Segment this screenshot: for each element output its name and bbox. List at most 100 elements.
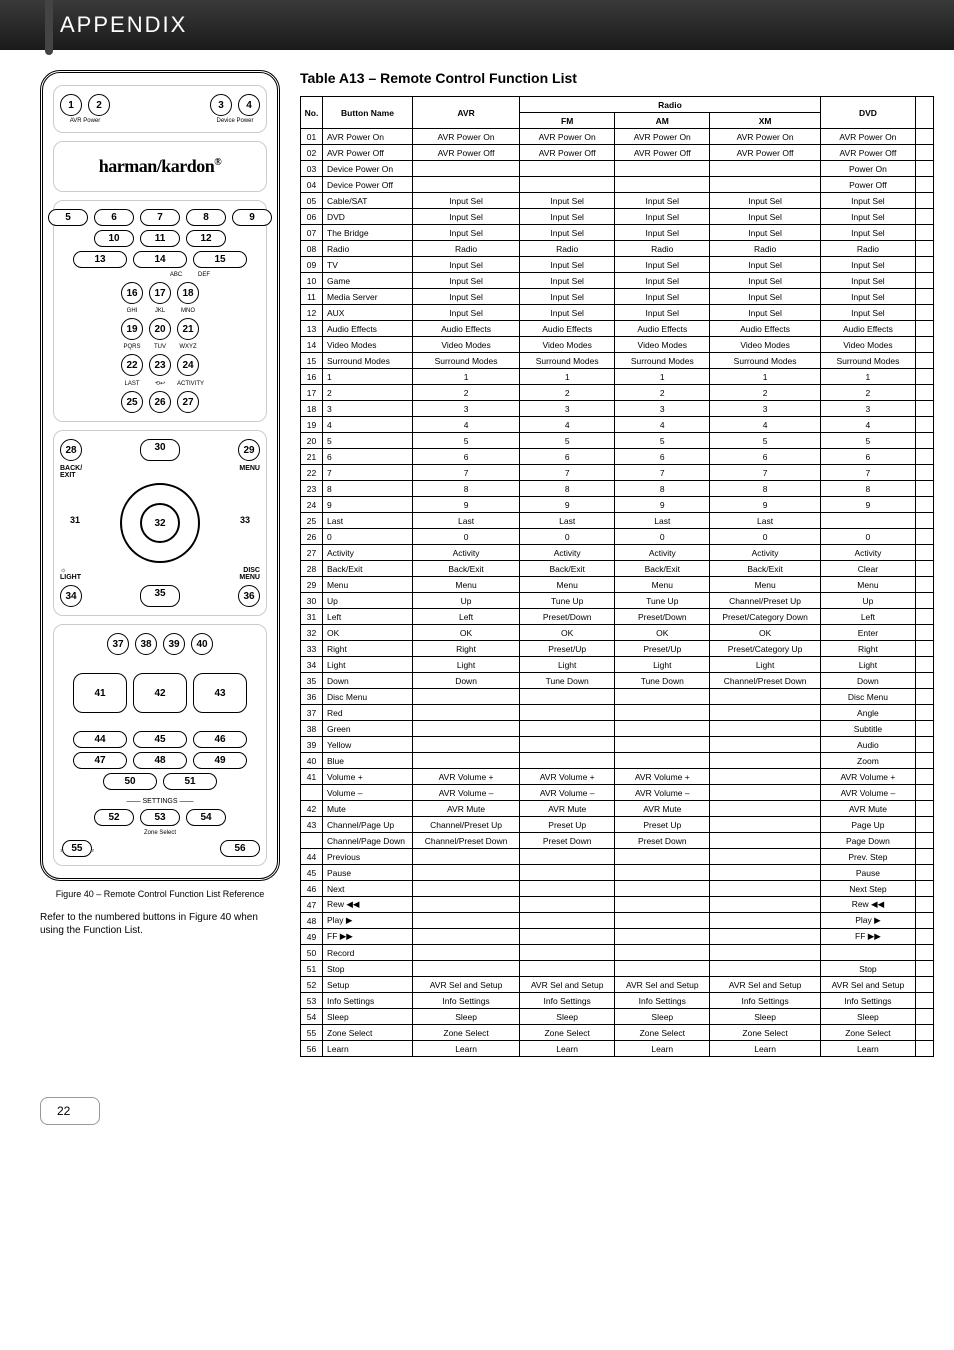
btn-35: 35 [140, 585, 180, 607]
table-cell: 23 [301, 481, 323, 497]
table-row: 01AVR Power OnAVR Power OnAVR Power OnAV… [301, 129, 934, 145]
table-cell [710, 785, 821, 801]
btn-31: 31 [70, 515, 80, 525]
table-cell: 51 [301, 961, 323, 977]
table-cell: Setup [323, 977, 413, 993]
table-cell: Input Sel [413, 225, 520, 241]
table-cell: Play ▶ [820, 913, 915, 929]
btn-51: 51 [163, 773, 217, 790]
table-cell: 09 [301, 257, 323, 273]
table-cell: Input Sel [520, 305, 615, 321]
table-cell [710, 769, 821, 785]
table-cell: 11 [301, 289, 323, 305]
table-cell: Input Sel [710, 193, 821, 209]
table-row: 34LightLightLightLightLightLight [301, 657, 934, 673]
btn-18: 18 [177, 282, 199, 304]
table-cell: Disc Menu [323, 689, 413, 705]
table-cell: 7 [710, 465, 821, 481]
table-cell: Tune Up [520, 593, 615, 609]
table-cell: Left [820, 609, 915, 625]
table-cell: Yellow [323, 737, 413, 753]
source-section: 5 6 7 8 9 10 11 12 13 14 15 ABCDEF [53, 200, 267, 422]
table-cell: 4 [710, 417, 821, 433]
table-cell: Next Step [820, 881, 915, 897]
table-cell: 9 [520, 497, 615, 513]
table-cell: Channel/Preset Up [710, 593, 821, 609]
table-cell: Input Sel [520, 209, 615, 225]
table-cell: Surround Modes [710, 353, 821, 369]
table-cell: 0 [615, 529, 710, 545]
table-cell: 46 [301, 881, 323, 897]
table-cell: Input Sel [520, 289, 615, 305]
table-cell [710, 801, 821, 817]
table-cell [916, 993, 934, 1009]
table-cell: Preset Down [520, 833, 615, 849]
table-cell: 5 [520, 433, 615, 449]
table-cell: AVR Volume + [520, 769, 615, 785]
table-cell [916, 545, 934, 561]
btn-14: 14 [133, 251, 187, 268]
table-row: 53Info SettingsInfo SettingsInfo Setting… [301, 993, 934, 1009]
table-row: 03Device Power OnPower On [301, 161, 934, 177]
table-cell: Audio Effects [820, 321, 915, 337]
table-row: 38GreenSubtitle [301, 721, 934, 737]
table-cell [916, 593, 934, 609]
table-cell [710, 849, 821, 865]
table-cell: Zone Select [413, 1025, 520, 1041]
table-cell [916, 657, 934, 673]
table-cell: Input Sel [820, 257, 915, 273]
table-cell [916, 241, 934, 257]
table-cell [916, 481, 934, 497]
avr-power-label: AVR Power [70, 118, 101, 124]
table-cell: AVR Power On [323, 129, 413, 145]
table-cell: AVR Sel and Setup [615, 977, 710, 993]
table-cell: AVR Power On [710, 129, 821, 145]
table-cell: 1 [820, 369, 915, 385]
table-cell: 15 [301, 353, 323, 369]
table-row: 17222222 [301, 385, 934, 401]
table-cell [710, 721, 821, 737]
table-cell: 0 [820, 529, 915, 545]
table-cell [916, 561, 934, 577]
table-row: 08RadioRadioRadioRadioRadioRadio [301, 241, 934, 257]
table-cell: Page Down [820, 833, 915, 849]
table-cell: 1 [520, 369, 615, 385]
figure-note: Refer to the numbered buttons in Figure … [40, 911, 280, 937]
table-cell: Input Sel [413, 257, 520, 273]
table-cell: 6 [615, 449, 710, 465]
table-cell [615, 929, 710, 945]
table-cell [916, 1041, 934, 1057]
table-cell [615, 721, 710, 737]
table-cell: Input Sel [615, 305, 710, 321]
btn-24: 24 [177, 354, 199, 376]
table-cell [710, 753, 821, 769]
table-cell: 0 [413, 529, 520, 545]
table-cell [710, 945, 821, 961]
table-cell [820, 513, 915, 529]
device-power-label: Device Power [216, 118, 253, 124]
table-cell: Info Settings [710, 993, 821, 1009]
table-cell: AVR Power On [520, 129, 615, 145]
table-cell [916, 449, 934, 465]
table-cell: Info Settings [323, 993, 413, 1009]
table-cell [916, 705, 934, 721]
table-cell: Input Sel [615, 273, 710, 289]
btn-10: 10 [94, 230, 134, 247]
table-cell [520, 753, 615, 769]
table-cell [413, 897, 520, 913]
table-cell: 19 [301, 417, 323, 433]
btn-5: 5 [48, 209, 88, 226]
table-cell [520, 913, 615, 929]
table-cell: 1 [323, 369, 413, 385]
table-row: 23888888 [301, 481, 934, 497]
table-cell [520, 705, 615, 721]
col-no: No. [301, 97, 323, 129]
table-cell [520, 881, 615, 897]
btn-4: 4 [238, 94, 260, 116]
table-cell: Left [323, 609, 413, 625]
table-cell [916, 737, 934, 753]
table-cell: Channel/Page Down [323, 833, 413, 849]
table-cell: Input Sel [615, 289, 710, 305]
table-cell [916, 193, 934, 209]
table-cell: 7 [520, 465, 615, 481]
